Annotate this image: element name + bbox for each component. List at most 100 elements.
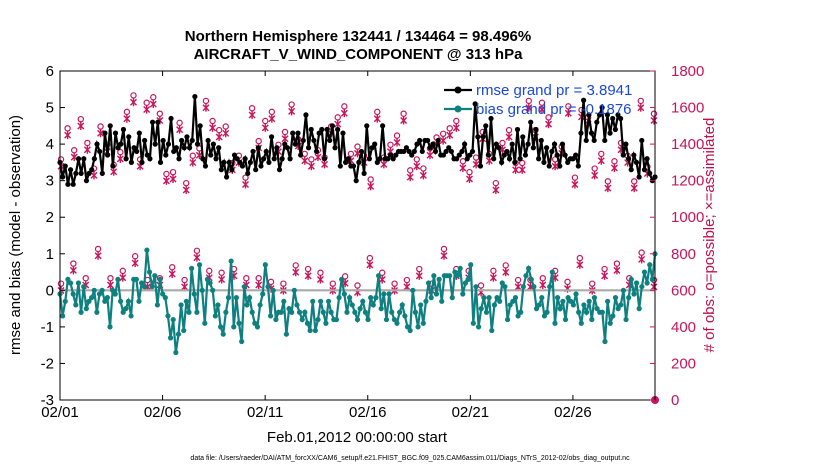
obs-assimilated-marker [261,123,269,132]
series-point-rmse [599,104,605,111]
series-point-bias [447,273,453,279]
series-point-rmse [380,123,386,129]
obs-assimilated-marker [518,165,526,174]
obs-assimilated-marker [489,273,497,282]
series-point-bias [239,338,245,345]
series-line-bias [58,249,657,353]
series-point-rmse [536,156,542,162]
footer-note: data file: /Users/raeder/DAI/ATM_forcXX/… [190,455,630,462]
series-point-bias [491,302,498,308]
obs-possible-marker [545,114,552,121]
obs-possible-marker [156,110,164,117]
series-point-bias [65,276,71,282]
obs-possible-marker [472,154,480,161]
series-point-rmse [242,156,248,162]
series-point-rmse [149,119,156,125]
series-point-bias [165,313,171,319]
series-point-rmse [641,167,648,173]
series-point-rmse [118,141,124,147]
series-point-bias [578,320,584,326]
obs-possible-marker [459,158,467,165]
series-point-rmse [469,148,476,155]
obs-possible-marker [292,262,299,269]
series-point-rmse [604,112,611,118]
series-point-rmse [115,145,121,151]
obs-assimilated-marker [597,156,605,165]
series-point-rmse [231,152,238,158]
obs-assimilated-marker [316,275,324,284]
series-point-rmse [210,141,216,147]
series-point-bias [583,309,590,315]
series-point-rmse [578,130,584,136]
y-tick-label-right: 1800 [671,63,704,80]
obs-assimilated-marker [77,122,85,131]
obs-assimilated-marker [281,134,289,143]
series-point-bias [296,309,303,315]
series-point-rmse [506,156,513,162]
obs-possible-marker [611,158,618,165]
series-point-rmse [377,156,383,162]
series-point-rmse [123,156,129,162]
series-point-rmse [633,159,640,165]
series-point-bias [515,313,521,319]
series-point-rmse [316,130,322,136]
series-point-rmse [446,145,452,151]
series-point-rmse [361,170,367,176]
series-point-rmse [271,156,277,162]
series-point-bias [433,291,440,297]
obs-possible-marker [416,265,423,273]
y-tick-label-left: 1 [46,246,54,263]
series-point-rmse [263,148,269,155]
series-point-rmse [390,156,396,162]
series-point-bias [170,316,176,323]
series-point-rmse [358,148,365,155]
x-tick-label: 02/26 [554,404,592,421]
series-point-bias [581,302,587,308]
obs-possible-marker [490,267,497,275]
obs-assimilated-marker [413,162,421,171]
series-point-rmse [89,167,95,173]
series-point-bias [507,302,513,308]
series-point-rmse [385,156,391,162]
x-tick-label: 02/11 [247,404,283,421]
series-point-rmse [393,152,399,158]
series-point-rmse [509,141,515,147]
y-tick-label-right: 400 [671,319,696,336]
obs-assimilated-marker [130,98,137,107]
series-point-rmse [501,152,507,158]
series-point-rmse [403,145,410,151]
series-point-bias [91,287,97,293]
y-tick-label-left: 5 [46,100,54,117]
series-point-bias [70,291,76,297]
obs-assimilated-marker [218,275,226,284]
series-point-rmse [448,148,454,155]
series-point-bias [262,262,268,268]
x-axis-label: Feb.01,2012 00:00:00 start [267,429,448,446]
obs-assimilated-marker [193,253,201,262]
obs-possible-marker [218,269,225,276]
series-point-rmse [427,145,433,151]
series-point-bias [560,298,566,304]
obs-possible-marker [281,128,289,136]
series-point-rmse [512,159,518,165]
series-point-bias [373,295,379,301]
series-point-rmse [417,137,423,144]
series-point-rmse [401,148,407,155]
series-point-rmse [528,119,534,125]
series-point-rmse [298,152,304,158]
series-point-rmse [514,126,521,133]
series-point-rmse [462,141,468,147]
series-point-rmse [435,137,441,144]
series-point-bias [281,298,287,304]
series-point-bias [573,291,579,297]
series-point-rmse [615,112,621,118]
y-axis-label-right: # of obs: o=possible; ×=assimilated [701,118,718,353]
series-point-bias [96,291,103,297]
series-point-bias [368,295,374,301]
series-point-bias [378,306,384,312]
legend-marker [454,105,462,113]
obs-possible-marker [70,260,77,267]
series-point-bias [307,327,313,334]
series-point-rmse [157,159,164,165]
series-point-bias [315,316,321,323]
